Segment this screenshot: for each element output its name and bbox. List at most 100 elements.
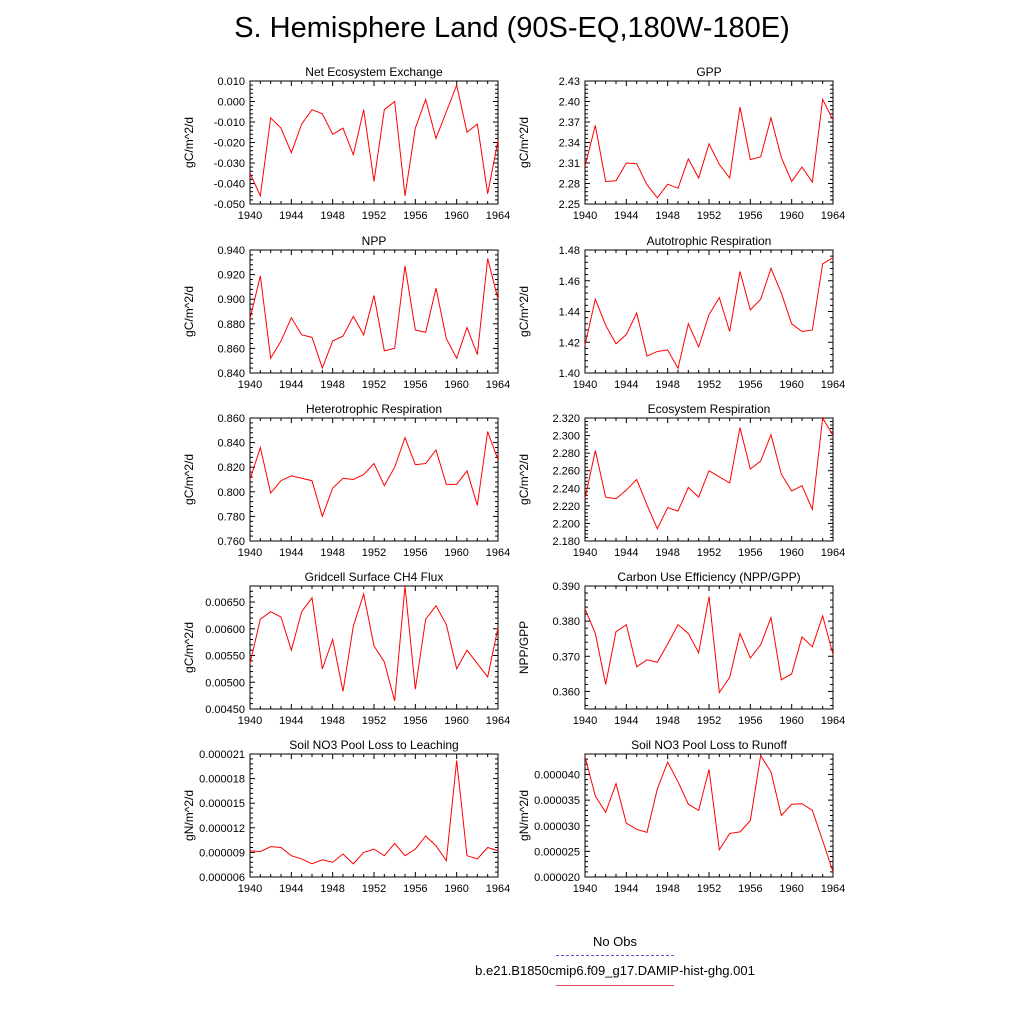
plot-frame [584, 585, 834, 710]
x-tick-label: 1948 [320, 547, 344, 559]
y-tick-label: 2.28 [559, 179, 580, 191]
y-axis-label: NPP/GPP [517, 621, 531, 674]
x-tick-label: 1944 [614, 379, 638, 391]
panel-gpp: GPP gC/m^2/d 1940 1944 1948 1952 1956 1960 1964 2… [517, 65, 845, 222]
y-tick-label: 0.000012 [199, 823, 245, 835]
y-tick-label: 0.380 [552, 616, 580, 628]
x-tick-label: 1952 [362, 547, 386, 559]
x-tick-label: 1956 [738, 715, 762, 727]
x-tick-label: 1944 [279, 883, 303, 895]
y-tick-label: 0.000040 [534, 770, 580, 782]
x-tick-label: 1956 [738, 883, 762, 895]
y-tick-label: 0.820 [217, 462, 245, 474]
plot-frame [249, 753, 499, 878]
x-tick-label: 1940 [238, 210, 262, 222]
y-axis-label: gC/m^2/d [517, 454, 531, 505]
y-tick-label: 2.180 [552, 536, 580, 548]
x-tick-label: 1960 [779, 379, 803, 391]
panel-soil-no3-pool-loss-to-leaching: Soil NO3 Pool Loss to Leaching gN/m^2/d 19… [182, 738, 510, 895]
legend-obs-line [556, 955, 674, 956]
x-tick-label: 1960 [444, 210, 468, 222]
y-tick-label: 0.010 [217, 76, 245, 88]
series-line [584, 257, 834, 370]
x-tick-label: 1964 [821, 210, 845, 222]
y-tick-label: 0.000025 [534, 846, 580, 858]
y-tick-label: 0.000015 [199, 798, 245, 810]
x-tick-label: 1964 [821, 883, 845, 895]
panel-gridcell-surface-ch4-flux: Gridcell Surface CH4 Flux gC/m^2/d 1940 194… [182, 570, 510, 727]
panel-ecosystem-respiration: Ecosystem Respiration gC/m^2/d 1940 1944 194… [517, 402, 845, 559]
y-tick-label: 2.43 [559, 76, 580, 88]
panel-title: Soil NO3 Pool Loss to Leaching [289, 738, 458, 752]
x-tick-label: 1956 [403, 210, 427, 222]
x-tick-label: 1952 [697, 715, 721, 727]
y-tick-label: 0.000021 [199, 749, 245, 761]
y-tick-label: 2.34 [559, 138, 580, 150]
y-axis-label: gC/m^2/d [517, 117, 531, 168]
y-tick-label: -0.010 [214, 117, 245, 129]
x-tick-label: 1964 [821, 379, 845, 391]
y-tick-label: 2.320 [552, 413, 580, 425]
y-tick-label: 0.000 [217, 97, 245, 109]
x-tick-label: 1956 [403, 883, 427, 895]
y-tick-label: 2.25 [559, 199, 580, 211]
x-tick-label: 1960 [779, 715, 803, 727]
legend-model-label: b.e21.B1850cmip6.f09_g17.DAMIP-hist-ghg.… [475, 963, 755, 978]
y-tick-label: 0.00450 [205, 704, 245, 716]
x-tick-label: 1960 [779, 547, 803, 559]
y-tick-label: 1.44 [559, 307, 580, 319]
x-tick-label: 1964 [486, 883, 510, 895]
y-tick-label: 0.780 [217, 511, 245, 523]
x-tick-label: 1964 [486, 210, 510, 222]
legend-obs-label: No Obs [592, 934, 638, 949]
x-tick-label: 1960 [444, 379, 468, 391]
series-line [249, 83, 499, 198]
x-tick-label: 1944 [279, 547, 303, 559]
panel-title: Ecosystem Respiration [648, 402, 771, 416]
y-tick-label: 2.37 [559, 117, 580, 129]
plot-frame [584, 80, 834, 205]
y-tick-label: 1.48 [559, 245, 580, 257]
x-tick-label: 1948 [320, 379, 344, 391]
x-tick-label: 1952 [362, 379, 386, 391]
y-tick-label: 0.360 [552, 686, 580, 698]
y-tick-label: 0.000018 [199, 774, 245, 786]
y-tick-label: 2.31 [559, 158, 580, 170]
x-tick-label: 1940 [573, 547, 597, 559]
x-tick-label: 1940 [573, 715, 597, 727]
panel-title: Autotrophic Respiration [647, 234, 772, 248]
y-tick-label: 2.200 [552, 518, 580, 530]
x-tick-label: 1940 [238, 547, 262, 559]
y-tick-label: 1.42 [559, 337, 580, 349]
series-line [584, 596, 834, 694]
y-tick-label: -0.030 [214, 158, 245, 170]
x-tick-label: 1948 [655, 715, 679, 727]
x-tick-label: 1952 [697, 547, 721, 559]
panel-title: Soil NO3 Pool Loss to Runoff [631, 738, 788, 752]
y-tick-label: 2.240 [552, 483, 580, 495]
x-tick-label: 1944 [614, 883, 638, 895]
series-line [249, 258, 499, 370]
y-tick-label: 0.000020 [534, 872, 580, 884]
y-axis-label: gC/m^2/d [182, 286, 196, 337]
x-tick-label: 1956 [403, 547, 427, 559]
y-tick-label: 0.880 [217, 319, 245, 331]
legend: No Obs b.e21.B1850cmip6.f09_g17.DAMIP-hi… [440, 930, 790, 1000]
x-tick-label: 1940 [238, 379, 262, 391]
y-tick-label: 0.840 [217, 438, 245, 450]
x-tick-label: 1944 [614, 547, 638, 559]
x-tick-label: 1960 [444, 715, 468, 727]
x-tick-label: 1952 [697, 210, 721, 222]
y-tick-label: 0.900 [217, 294, 245, 306]
panel-heterotrophic-respiration: Heterotrophic Respiration gC/m^2/d 1940 194… [182, 402, 510, 559]
x-tick-label: 1948 [320, 210, 344, 222]
panel-title: Carbon Use Efficiency (NPP/GPP) [617, 570, 800, 584]
legend-model-line [556, 985, 674, 986]
y-axis-label: gC/m^2/d [182, 117, 196, 168]
plot-frame [249, 249, 499, 374]
y-tick-label: 0.940 [217, 245, 245, 257]
y-tick-label: 2.260 [552, 466, 580, 478]
y-tick-label: 0.800 [217, 487, 245, 499]
panel-title: GPP [696, 65, 721, 79]
series-line [584, 754, 834, 873]
